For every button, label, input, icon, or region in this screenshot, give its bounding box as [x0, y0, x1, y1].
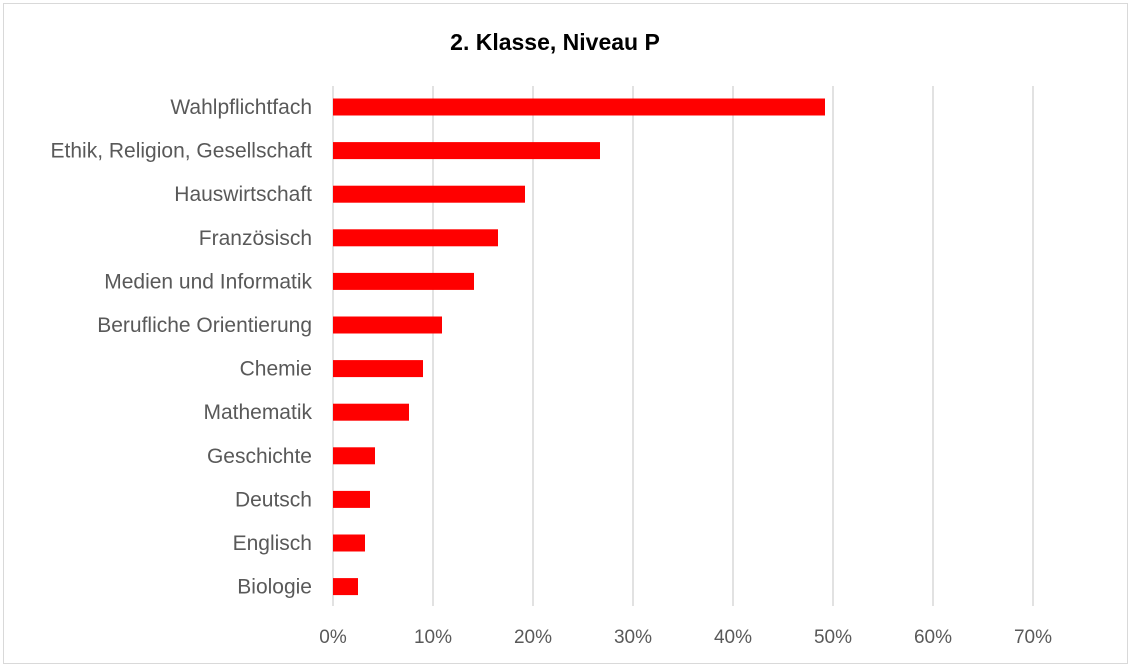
bar — [333, 360, 423, 378]
bar — [333, 229, 498, 247]
bar — [333, 578, 358, 596]
bar — [333, 534, 365, 552]
category-label: Geschichte — [207, 445, 312, 468]
bar — [333, 272, 474, 290]
x-tick-label: 40% — [714, 627, 752, 648]
bar — [333, 447, 375, 465]
category-label: Mathematik — [203, 401, 312, 424]
chart-title: 2. Klasse, Niveau P — [450, 29, 660, 55]
x-tick-label: 20% — [514, 627, 552, 648]
x-tick-label: 30% — [614, 627, 652, 648]
category-label: Biologie — [237, 576, 312, 599]
x-tick-label: 50% — [814, 627, 852, 648]
category-labels: Wahlpflichtfach Ethik, Religion, Gesellsc… — [51, 96, 313, 599]
category-label: Berufliche Orientierung — [97, 314, 312, 337]
category-label: Hauswirtschaft — [174, 183, 312, 206]
category-label: Deutsch — [235, 488, 312, 511]
x-axis-tick-labels: 0% 10% 20% 30% 40% 50% 60% 70% — [319, 627, 1052, 648]
bar — [333, 316, 442, 334]
x-tick-label: 10% — [414, 627, 452, 648]
bar — [333, 98, 825, 116]
x-tick-label: 60% — [914, 627, 952, 648]
x-tick-label: 70% — [1014, 627, 1052, 648]
bar — [333, 185, 525, 203]
bar — [333, 142, 600, 160]
gridlines — [332, 86, 1034, 606]
category-label: Ethik, Religion, Gesellschaft — [51, 140, 313, 163]
category-label: Chemie — [240, 358, 312, 381]
category-label: Wahlpflichtfach — [170, 96, 312, 119]
x-tick-label: 0% — [319, 627, 347, 648]
bar — [333, 490, 370, 508]
bars — [333, 98, 825, 596]
category-label: Französisch — [199, 227, 312, 250]
bar — [333, 403, 409, 421]
category-label: Medien und Informatik — [104, 270, 312, 293]
category-label: Englisch — [233, 532, 312, 555]
